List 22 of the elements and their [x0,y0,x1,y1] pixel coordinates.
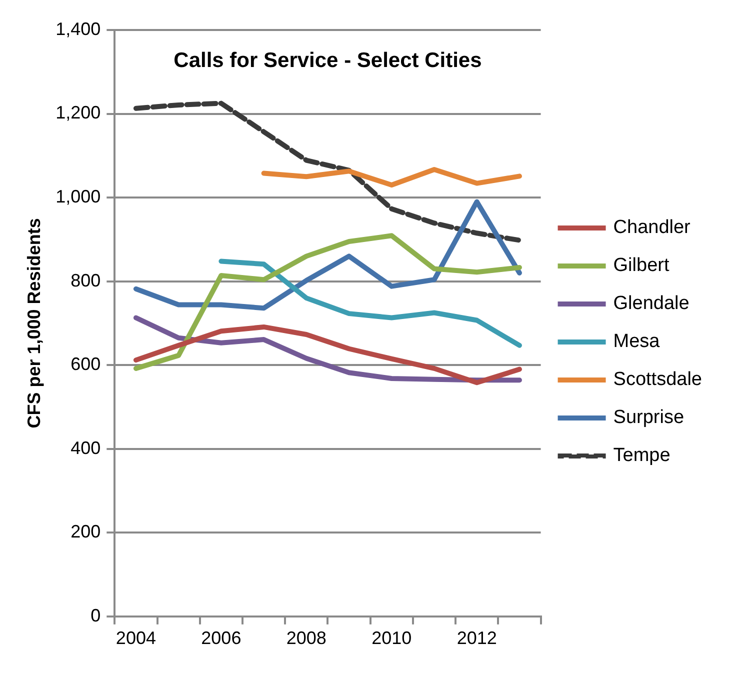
y-tick-label: 200 [70,522,101,542]
legend-label: Gilbert [613,255,670,276]
y-tick-label: 0 [90,605,101,626]
legend-label: Glendale [613,293,690,314]
x-tick-label: 2004 [116,628,156,648]
x-tick-label: 2012 [456,628,497,648]
y-tick-label: 1,000 [56,186,101,207]
y-tick-label: 800 [70,270,101,290]
x-tick-label: 2010 [372,628,412,648]
y-tick-label: 1,200 [56,102,101,123]
x-tick-label: 2008 [286,628,326,648]
legend-label: Mesa [613,331,660,352]
legend-label: Tempe [613,445,670,466]
y-tick-label: 1,400 [56,18,101,39]
x-tick-label: 2006 [201,628,242,648]
legend-label: Surprise [613,407,684,428]
y-tick-label: 600 [70,354,101,374]
y-tick-label: 400 [70,438,101,458]
legend-label: Chandler [613,217,692,238]
text: Calls for Service - Select Cities [174,48,482,72]
y-axis-title: CFS per 1,000 Residents [24,218,44,428]
legend-label: Scottsdale [613,369,702,390]
